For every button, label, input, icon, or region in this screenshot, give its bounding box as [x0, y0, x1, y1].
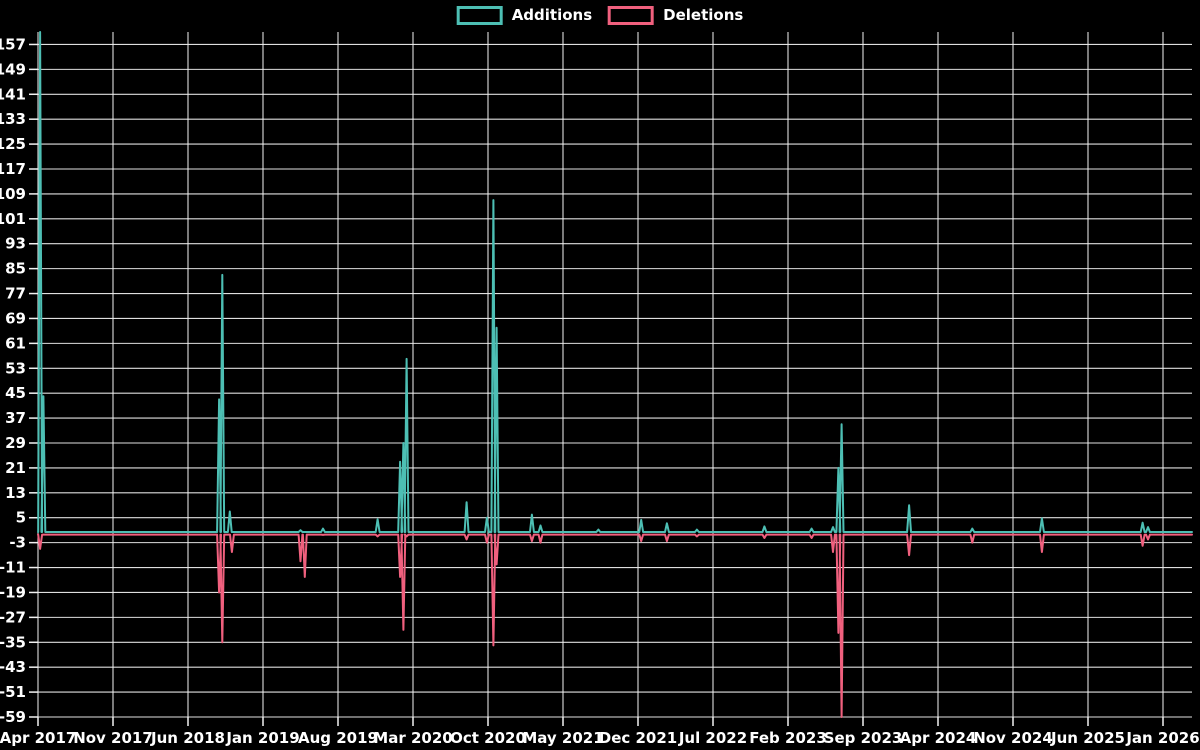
y-tick-label: 141 — [0, 85, 26, 103]
y-tick-label: 101 — [0, 210, 26, 228]
x-tick-label: May 2021 — [522, 729, 603, 747]
x-tick-label: Nov 2024 — [973, 729, 1053, 747]
legend-item-deletions[interactable]: Deletions — [608, 6, 743, 25]
legend-item-additions[interactable]: Additions — [456, 6, 593, 25]
y-tick-label: 85 — [5, 260, 26, 278]
y-tick-label: 149 — [0, 60, 26, 78]
y-tick-label: 109 — [0, 185, 26, 203]
legend-label-deletions: Deletions — [663, 6, 744, 24]
y-tick-label: 117 — [0, 160, 26, 178]
x-tick-label: Aug 2019 — [298, 729, 378, 747]
x-tick-label: Nov 2017 — [73, 729, 153, 747]
y-tick-label: 37 — [5, 409, 26, 427]
chart-legend: Additions Deletions — [456, 6, 743, 25]
x-tick-label: Jul 2022 — [678, 729, 747, 747]
deletions-swatch-icon — [608, 6, 655, 25]
x-tick-label: Apr 2017 — [0, 729, 76, 747]
legend-label-additions: Additions — [511, 6, 593, 24]
y-tick-label: 77 — [5, 285, 26, 303]
y-tick-label: 133 — [0, 110, 26, 128]
x-tick-label: Jun 2025 — [1050, 729, 1125, 747]
x-tick-label: Jan 2026 — [1125, 729, 1199, 747]
x-tick-label: Feb 2023 — [749, 729, 827, 747]
x-tick-label: Jan 2019 — [225, 729, 299, 747]
y-tick-label: -19 — [0, 583, 26, 601]
y-tick-label: -27 — [0, 608, 26, 626]
y-tick-label: -59 — [0, 708, 26, 726]
y-tick-label: -35 — [0, 633, 26, 651]
y-tick-label: -3 — [9, 534, 26, 552]
additions-swatch-icon — [456, 6, 503, 25]
x-tick-label: Sep 2023 — [824, 729, 903, 747]
y-tick-label: 125 — [0, 135, 26, 153]
y-tick-label: -43 — [0, 658, 26, 676]
y-tick-label: 29 — [5, 434, 26, 452]
y-tick-label: 45 — [5, 384, 26, 402]
y-tick-label: -11 — [0, 559, 26, 577]
y-tick-label: 69 — [5, 309, 26, 327]
y-tick-label: 53 — [5, 359, 26, 377]
x-tick-label: Jun 2018 — [150, 729, 225, 747]
x-tick-label: Oct 2020 — [450, 729, 526, 747]
x-tick-label: Apr 2024 — [900, 729, 977, 747]
y-tick-label: 61 — [5, 334, 26, 352]
y-tick-label: 157 — [0, 35, 26, 53]
y-tick-label: 21 — [5, 459, 26, 477]
y-tick-label: 93 — [5, 235, 26, 253]
additions-line-series — [37, 31, 1193, 533]
y-tick-label: -51 — [0, 683, 26, 701]
x-tick-label: Dec 2021 — [599, 729, 678, 747]
y-tick-label: 13 — [5, 484, 26, 502]
x-tick-label: Mar 2020 — [373, 729, 452, 747]
y-tick-label: 5 — [16, 509, 26, 527]
deletions-line-series — [37, 533, 1193, 718]
